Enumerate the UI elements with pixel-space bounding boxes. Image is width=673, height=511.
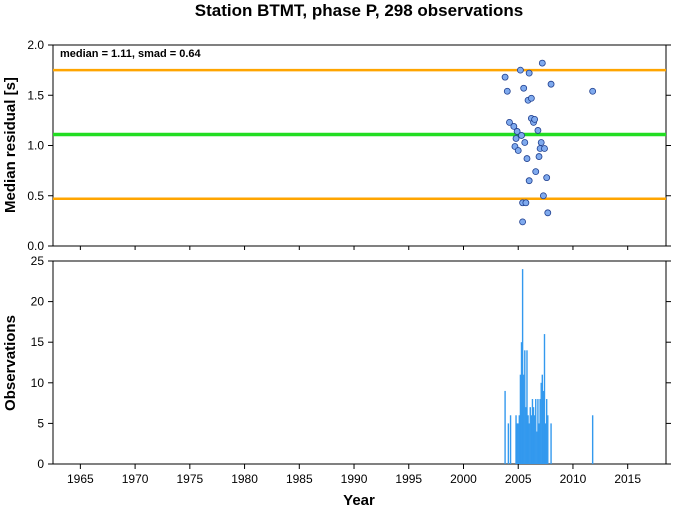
residual-point-24 [534,127,542,134]
residual-point-17 [525,177,533,185]
residual-point-5 [512,135,520,142]
observation-bar-26 [540,382,542,464]
observations-xtick-label: 1970 [122,472,149,486]
observation-bar-15 [528,423,530,464]
residual-point-33 [547,80,555,88]
x-axis-label: Year [343,492,375,509]
observation-bar-31 [545,399,548,464]
observation-bar-9 [521,269,524,464]
residual-point-28 [538,59,546,67]
chart-title: Station BTMT, phase P, 298 observations [195,1,523,20]
residual-point-22 [531,115,539,123]
residual-point-14 [522,199,530,207]
observations-xtick-label: 1995 [395,472,422,486]
residual-ytick-label: 1.0 [27,139,44,153]
observations-ytick-label: 15 [31,335,45,349]
residual-point-18 [525,69,533,77]
residual-point-6 [513,128,521,135]
residual-point-13 [521,139,529,146]
residual-y-axis-label: Median residual [s] [2,77,19,213]
observation-bar-22 [536,431,538,464]
residual-point-9 [518,132,525,139]
observations-ytick-label: 0 [37,457,44,471]
residual-point-12 [520,84,528,92]
observation-bar-11 [524,350,526,464]
residual-point-3 [510,123,518,130]
observation-bar-3 [515,415,517,464]
residual-point-27 [537,139,545,146]
observations-ytick-label: 5 [37,416,44,430]
observation-bar-13 [526,350,528,464]
residual-ytick-label: 2.0 [27,38,44,52]
observation-bar-21 [535,399,537,464]
observation-bar-25 [539,399,541,464]
observation-bar-1 [507,423,510,464]
residual-point-2 [506,118,513,126]
residual-point-25 [535,153,543,160]
residual-point-19 [527,94,535,102]
stats-annotation: median = 1.11, smad = 0.64 [60,48,202,60]
residual-point-7 [514,147,522,154]
observation-bar-6 [518,415,521,464]
observations-ytick-label: 25 [31,254,45,268]
residual-point-15 [523,155,531,162]
observation-bar-27 [541,374,544,464]
observations-xtick-label: 2010 [560,472,587,486]
residual-point-23 [532,168,540,176]
observation-bar-28 [542,390,545,464]
observations-xtick-label: 1990 [341,472,368,486]
observation-bar-14 [527,415,529,464]
observation-bar-2 [509,415,512,464]
observation-bar-33 [550,423,552,464]
observation-bar-16 [529,407,531,464]
observations-y-axis-label: Observations [2,315,19,411]
observation-bar-18 [531,399,534,464]
residual-panel: 0.0 0.5 1.0 1.5 2.0 median = 1.11, smad = 0.… [2,38,671,253]
observation-bar-7 [519,374,522,464]
residual-point-11 [519,218,527,226]
observations-xtick-label: 2000 [450,472,477,486]
residual-point-34 [589,87,597,95]
residual-plot-frame [52,44,667,247]
observation-bar-34 [591,415,594,464]
observation-bar-20 [533,415,536,464]
observation-bar-19 [532,407,535,464]
residual-ytick-label: 0.0 [27,239,44,253]
observations-plot-frame [52,260,667,465]
observations-xtick-label: 1985 [286,472,313,486]
observation-bar-23 [537,399,539,464]
observation-bar-17 [530,415,533,464]
observations-ytick-label: 10 [31,376,45,390]
observations-xtick-label: 2015 [614,472,641,486]
observation-bar-8 [520,342,523,464]
observation-bar-29 [543,334,546,464]
residual-point-32 [544,209,552,217]
observations-xtick-label: 1965 [67,472,94,486]
residual-ytick-label: 1.5 [27,88,44,102]
observations-ytick-label: 20 [31,295,45,309]
observations-panel: 0 5 10 15 20 25 1965 1970 1975 1980 1985 1990 1995 2… [2,254,671,509]
residual-point-29 [540,192,547,200]
residual-point-1 [503,87,511,95]
residual-point-0 [501,73,509,81]
residual-point-8 [517,66,524,74]
observation-bar-5 [517,423,519,464]
observation-bar-10 [522,374,525,464]
residual-ytick-label: 0.5 [27,189,44,203]
observations-xtick-label: 1975 [176,472,203,486]
observation-bar-0 [504,390,506,464]
observations-xtick-label: 1980 [231,472,258,486]
residual-point-31 [543,174,551,182]
residual-point-30 [541,145,548,152]
observation-bar-12 [525,407,527,464]
observation-bar-24 [538,423,540,464]
observations-xtick-label: 2005 [505,472,532,486]
observation-bar-32 [547,415,549,464]
observation-bar-4 [516,423,518,464]
observation-bar-30 [544,423,547,464]
